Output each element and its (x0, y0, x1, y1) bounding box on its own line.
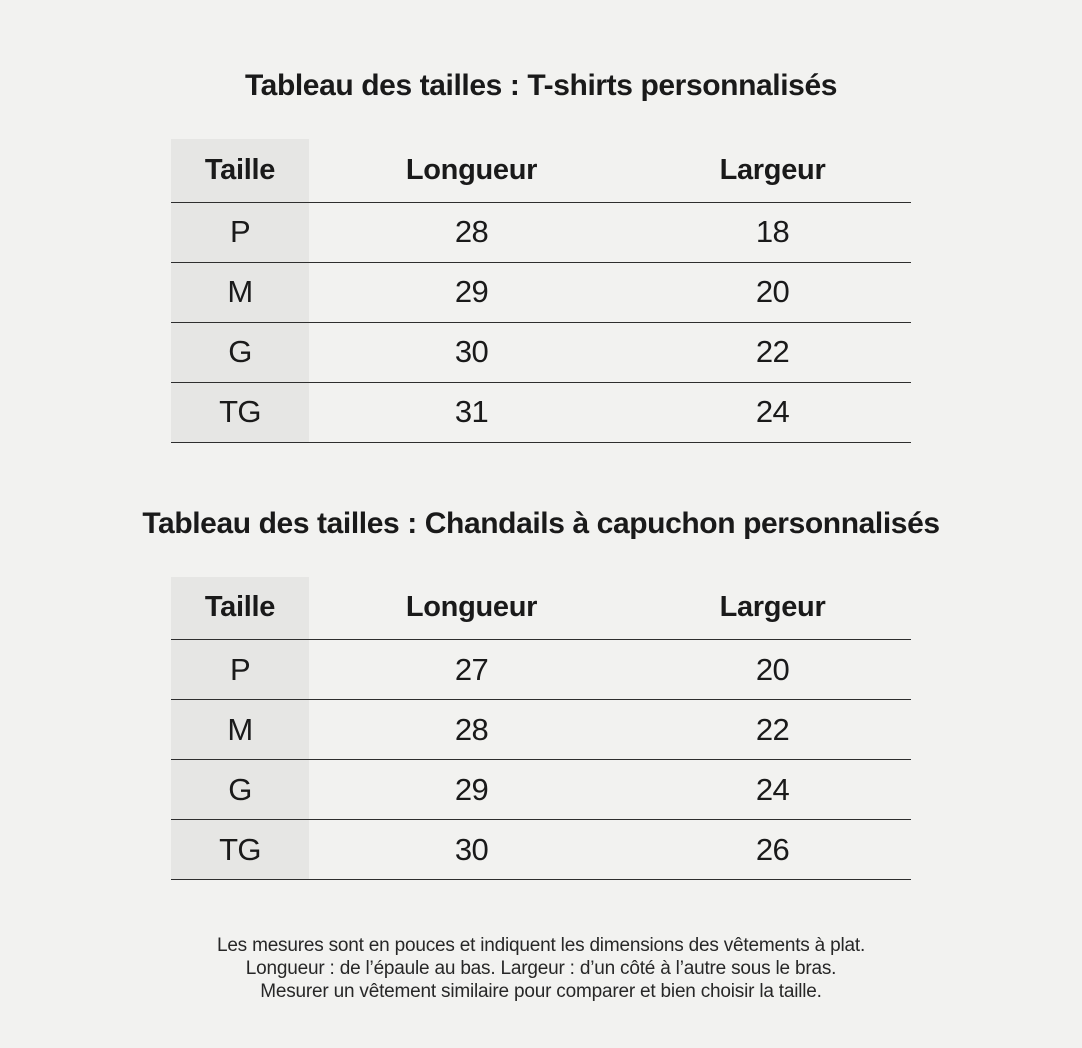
table-row: G 30 22 (171, 322, 911, 383)
longueur-cell: 29 (309, 759, 634, 820)
column-header-taille: Taille (171, 139, 309, 203)
table-row: TG 30 26 (171, 819, 911, 880)
size-cell: M (171, 262, 309, 323)
column-header-taille: Taille (171, 576, 309, 640)
size-cell: G (171, 322, 309, 383)
largeur-cell: 22 (634, 322, 911, 383)
longueur-cell: 27 (309, 639, 634, 700)
table-row: M 29 20 (171, 262, 911, 323)
table-row: P 28 18 (171, 202, 911, 263)
tshirt-size-table: Taille Longueur Largeur P 28 18 M 29 20 … (171, 139, 911, 443)
column-header-largeur: Largeur (634, 576, 911, 640)
longueur-cell: 31 (309, 382, 634, 443)
hoodie-size-chart-title: Tableau des tailles : Chandails à capuch… (142, 506, 940, 540)
header-row: Taille Longueur Largeur (171, 576, 911, 640)
hoodie-size-table: Taille Longueur Largeur P 27 20 M 28 22 … (171, 576, 911, 880)
largeur-cell: 20 (634, 262, 911, 323)
size-cell: G (171, 759, 309, 820)
column-header-longueur: Longueur (309, 139, 634, 203)
column-header-largeur: Largeur (634, 139, 911, 203)
largeur-cell: 18 (634, 202, 911, 263)
note-line-2: Longueur : de l’épaule au bas. Largeur :… (245, 958, 837, 979)
note-line-3: Mesurer un vêtement similaire pour compa… (260, 981, 822, 1002)
table-row: G 29 24 (171, 759, 911, 820)
size-cell: M (171, 699, 309, 760)
note-line-1: Les mesures sont en pouces et indiquent … (216, 935, 866, 956)
size-cell: TG (171, 819, 309, 880)
longueur-cell: 28 (309, 699, 634, 760)
longueur-cell: 30 (309, 819, 634, 880)
size-chart-sheet: Tableau des tailles : T-shirts personnal… (0, 69, 1082, 1003)
table-row: TG 31 24 (171, 382, 911, 443)
longueur-cell: 29 (309, 262, 634, 323)
largeur-cell: 22 (634, 699, 911, 760)
header-row: Taille Longueur Largeur (171, 139, 911, 203)
measurement-note: Les mesures sont en pouces et indiquent … (0, 934, 1082, 1003)
longueur-cell: 30 (309, 322, 634, 383)
table-row: M 28 22 (171, 699, 911, 760)
longueur-cell: 28 (309, 202, 634, 263)
column-header-longueur: Longueur (309, 576, 634, 640)
table-row: P 27 20 (171, 639, 911, 700)
tshirt-size-chart-title: Tableau des tailles : T-shirts personnal… (244, 69, 838, 102)
size-cell: P (171, 202, 309, 263)
largeur-cell: 24 (634, 382, 911, 443)
largeur-cell: 26 (634, 819, 911, 880)
largeur-cell: 20 (634, 639, 911, 700)
size-cell: TG (171, 382, 309, 443)
size-cell: P (171, 639, 309, 700)
largeur-cell: 24 (634, 759, 911, 820)
